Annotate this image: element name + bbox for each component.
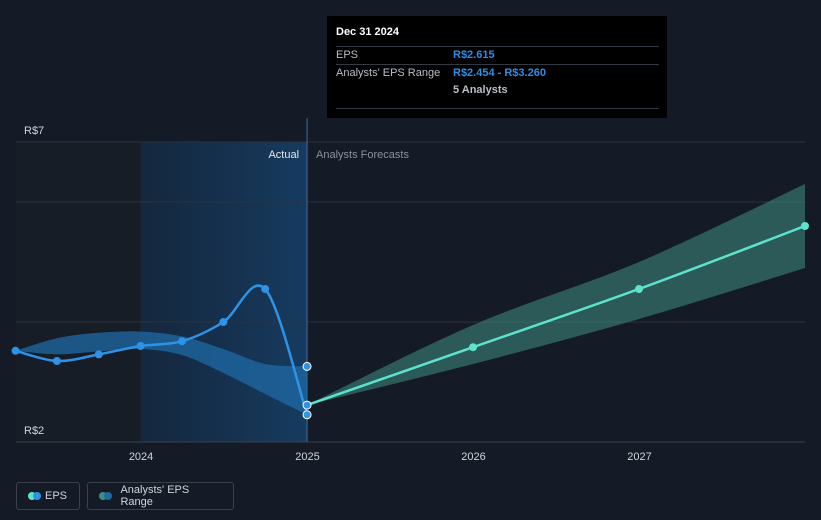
forecast-range-area — [307, 184, 805, 406]
legend-label-eps: EPS — [44, 490, 67, 502]
eps-actual-point — [52, 357, 61, 365]
historic-range-area — [15, 331, 308, 415]
past-background — [16, 142, 142, 442]
y-axis-label-max: R$7 — [24, 125, 44, 137]
legend-item-eps-range[interactable]: Analysts' EPS Range — [87, 482, 234, 510]
eps-actual-point — [94, 350, 103, 359]
eps-forecast-point — [635, 285, 644, 293]
tooltip-marker-point — [302, 410, 312, 420]
x-tick-label: 2024 — [129, 451, 153, 463]
legend-item-eps[interactable]: EPS — [16, 482, 80, 510]
tooltip-analysts-count: 5 Analysts — [453, 84, 508, 96]
y-axis-label-min: R$2 — [24, 425, 44, 437]
x-tick-label: 2027 — [627, 451, 651, 463]
actual-label: Actual — [268, 149, 299, 161]
eps-actual-point — [11, 346, 20, 355]
eps-swatch-icon — [28, 492, 41, 500]
forecast-label: Analysts Forecasts — [316, 149, 409, 161]
x-tick-label: 2026 — [461, 451, 485, 463]
tooltip: Dec 31 2024 EPS R$2.615 Analysts' EPS Ra… — [327, 16, 667, 118]
eps-actual-point — [261, 285, 270, 293]
x-tick-label: 2025 — [295, 451, 319, 463]
eps-actual-point — [136, 342, 145, 350]
eps-forecast-line — [306, 224, 806, 407]
tooltip-range-value: R$2.454 - R$3.260 — [453, 67, 546, 79]
range-swatch-icon — [99, 492, 113, 500]
tooltip-range-label: Analysts' EPS Range — [336, 67, 441, 79]
eps-actual-point — [177, 337, 186, 346]
tooltip-marker-point — [302, 400, 312, 410]
tooltip-eps-value: R$2.615 — [453, 49, 495, 61]
tooltip-eps-label: EPS — [336, 49, 359, 61]
tooltip-marker-point — [302, 361, 312, 371]
legend-label-eps-range: Analysts' EPS Range — [120, 484, 190, 508]
eps-actual-point — [219, 318, 228, 326]
tooltip-date: Dec 31 2024 — [336, 26, 399, 38]
eps-forecast-point — [469, 343, 478, 352]
eps-forecast-point — [801, 222, 809, 230]
